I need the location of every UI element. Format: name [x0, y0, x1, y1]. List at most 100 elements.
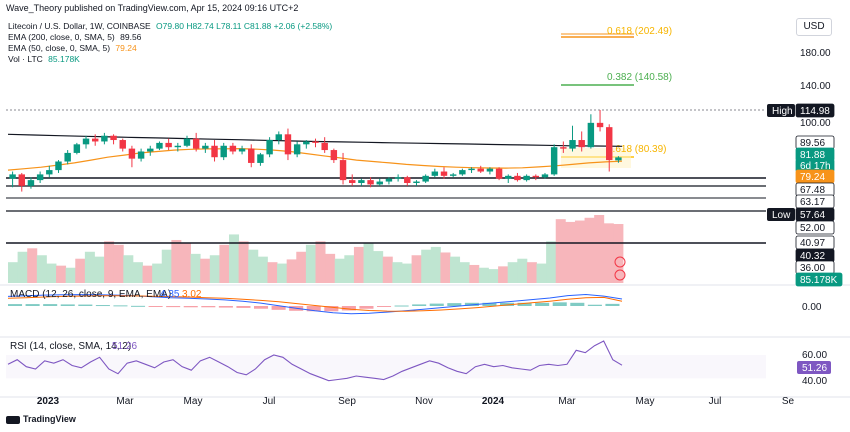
candle-body — [321, 142, 328, 151]
volume-bar — [546, 241, 557, 283]
macd-histogram-bar — [482, 302, 497, 306]
ema50-legend[interactable]: EMA (50, close, 0, SMA, 5) 79.24 — [8, 43, 137, 53]
volume-bar — [421, 249, 432, 283]
candle-body — [183, 138, 191, 146]
candle-body — [137, 151, 145, 159]
macd-histogram-bar — [377, 306, 392, 307]
ema200-label: EMA (200, close, 0, SMA, 5) — [8, 32, 115, 42]
volume-value: 85.178K — [48, 54, 80, 64]
volume-bar — [459, 262, 470, 283]
candle-body — [440, 171, 448, 176]
volume-bar — [257, 256, 268, 283]
macd-histogram-bar — [359, 306, 374, 309]
time-tick-label: Mar — [558, 396, 576, 407]
volume-bar — [56, 265, 67, 283]
macd-histogram-bar — [341, 306, 356, 311]
macd-histogram-bar — [113, 305, 128, 307]
candle-body — [82, 138, 90, 145]
price-tag-value: 57.64 — [800, 210, 825, 221]
macd-histogram-bar — [447, 303, 462, 306]
candle-body — [192, 138, 200, 149]
rsi-pane: RSI (14, close, SMA, 14, 2)51.2660.0051.… — [6, 340, 831, 387]
candle-body — [64, 152, 71, 162]
event-icon — [614, 269, 626, 281]
volume-bar — [440, 252, 451, 283]
time-tick-label: May — [636, 396, 655, 407]
macd-histogram-bar — [587, 304, 602, 306]
price-tag-title-bg — [767, 208, 795, 221]
candle-body — [495, 168, 503, 179]
volume-bar — [430, 246, 441, 283]
ema50-line — [7, 147, 623, 171]
ema200-legend[interactable]: EMA (200, close, 0, SMA, 5) 89.56 — [8, 32, 141, 42]
candle-body — [606, 127, 613, 161]
candle-body — [532, 175, 540, 178]
volume-bar — [584, 217, 595, 283]
candle-body — [349, 180, 356, 183]
candle-body — [431, 171, 439, 176]
fib-label: 0.382 (140.58) — [607, 72, 672, 83]
candle-body — [174, 145, 182, 148]
candle-body — [101, 135, 108, 142]
macd-histogram-bar — [254, 306, 269, 309]
volume-bar — [382, 256, 393, 283]
volume-bar — [229, 234, 240, 283]
candle-body — [110, 135, 117, 141]
volume-bar — [536, 263, 547, 283]
volume-bar — [555, 219, 566, 283]
ema50-value: 79.24 — [115, 43, 137, 53]
candle-body — [220, 145, 227, 158]
volume-bar — [373, 251, 384, 283]
macd-histogram-bar — [412, 304, 427, 306]
volume-bar — [277, 263, 288, 283]
candle-body — [358, 180, 365, 183]
price-tick-label: 140.00 — [800, 81, 831, 92]
candle-body — [91, 138, 99, 142]
ohlc-high: H82.74 — [186, 21, 214, 31]
price-tick-label: 180.00 — [800, 48, 831, 59]
candle-body — [523, 175, 530, 181]
candle-body — [119, 140, 126, 149]
candle-body — [578, 140, 585, 148]
price-tag-bg — [795, 272, 843, 287]
candle-body — [367, 180, 374, 185]
volume-legend[interactable]: Vol · LTC 85.178K — [8, 54, 80, 64]
fib-label: 0.618 (202.49) — [607, 26, 672, 37]
time-tick-label: Jul — [709, 396, 722, 407]
volume-bar — [507, 262, 518, 283]
candle-body — [27, 180, 35, 186]
volume-bar — [65, 267, 76, 283]
candle-body — [293, 144, 301, 155]
ohlc-close: C81.88 — [243, 21, 272, 31]
candle-body — [587, 122, 595, 148]
volume-bar — [75, 258, 86, 283]
candle-body — [46, 170, 53, 175]
macd-axis-label: 0.00 — [802, 302, 822, 313]
ohlc-change: +2.06 (+2.58%) — [273, 21, 333, 31]
volume-bar — [469, 264, 480, 283]
macd-value-orange: 3.02 — [182, 289, 202, 300]
volume-bar — [36, 255, 47, 283]
price-tag-value: 63.17 — [800, 197, 825, 208]
candle-body — [376, 181, 383, 185]
candle-body — [413, 181, 420, 183]
macd-histogram-bar — [25, 304, 40, 306]
volume-bar — [296, 251, 307, 283]
logo-text: TradingView — [23, 414, 76, 424]
currency-button[interactable]: USD — [796, 18, 832, 36]
candle-body — [211, 145, 218, 158]
rsi-axis-label: 51.26 — [802, 363, 827, 374]
candle-body — [560, 147, 567, 149]
price-axis: 180.00 140.00 100.00 High 114.98 89.5681.886d… — [614, 48, 843, 287]
volume-bar — [488, 269, 499, 283]
fib-zone — [561, 148, 631, 168]
volume-bar — [334, 258, 345, 283]
macd-histogram-bar — [236, 306, 251, 308]
candle-body — [422, 175, 429, 182]
macd-histogram-bar — [60, 304, 75, 306]
macd-histogram-bar — [78, 304, 93, 306]
volume-bar — [8, 262, 19, 283]
fib-levels: 0.618 (202.49) 0.382 (140.58) 0.618 (80.39… — [561, 26, 672, 168]
horizontal-levels — [6, 109, 766, 244]
